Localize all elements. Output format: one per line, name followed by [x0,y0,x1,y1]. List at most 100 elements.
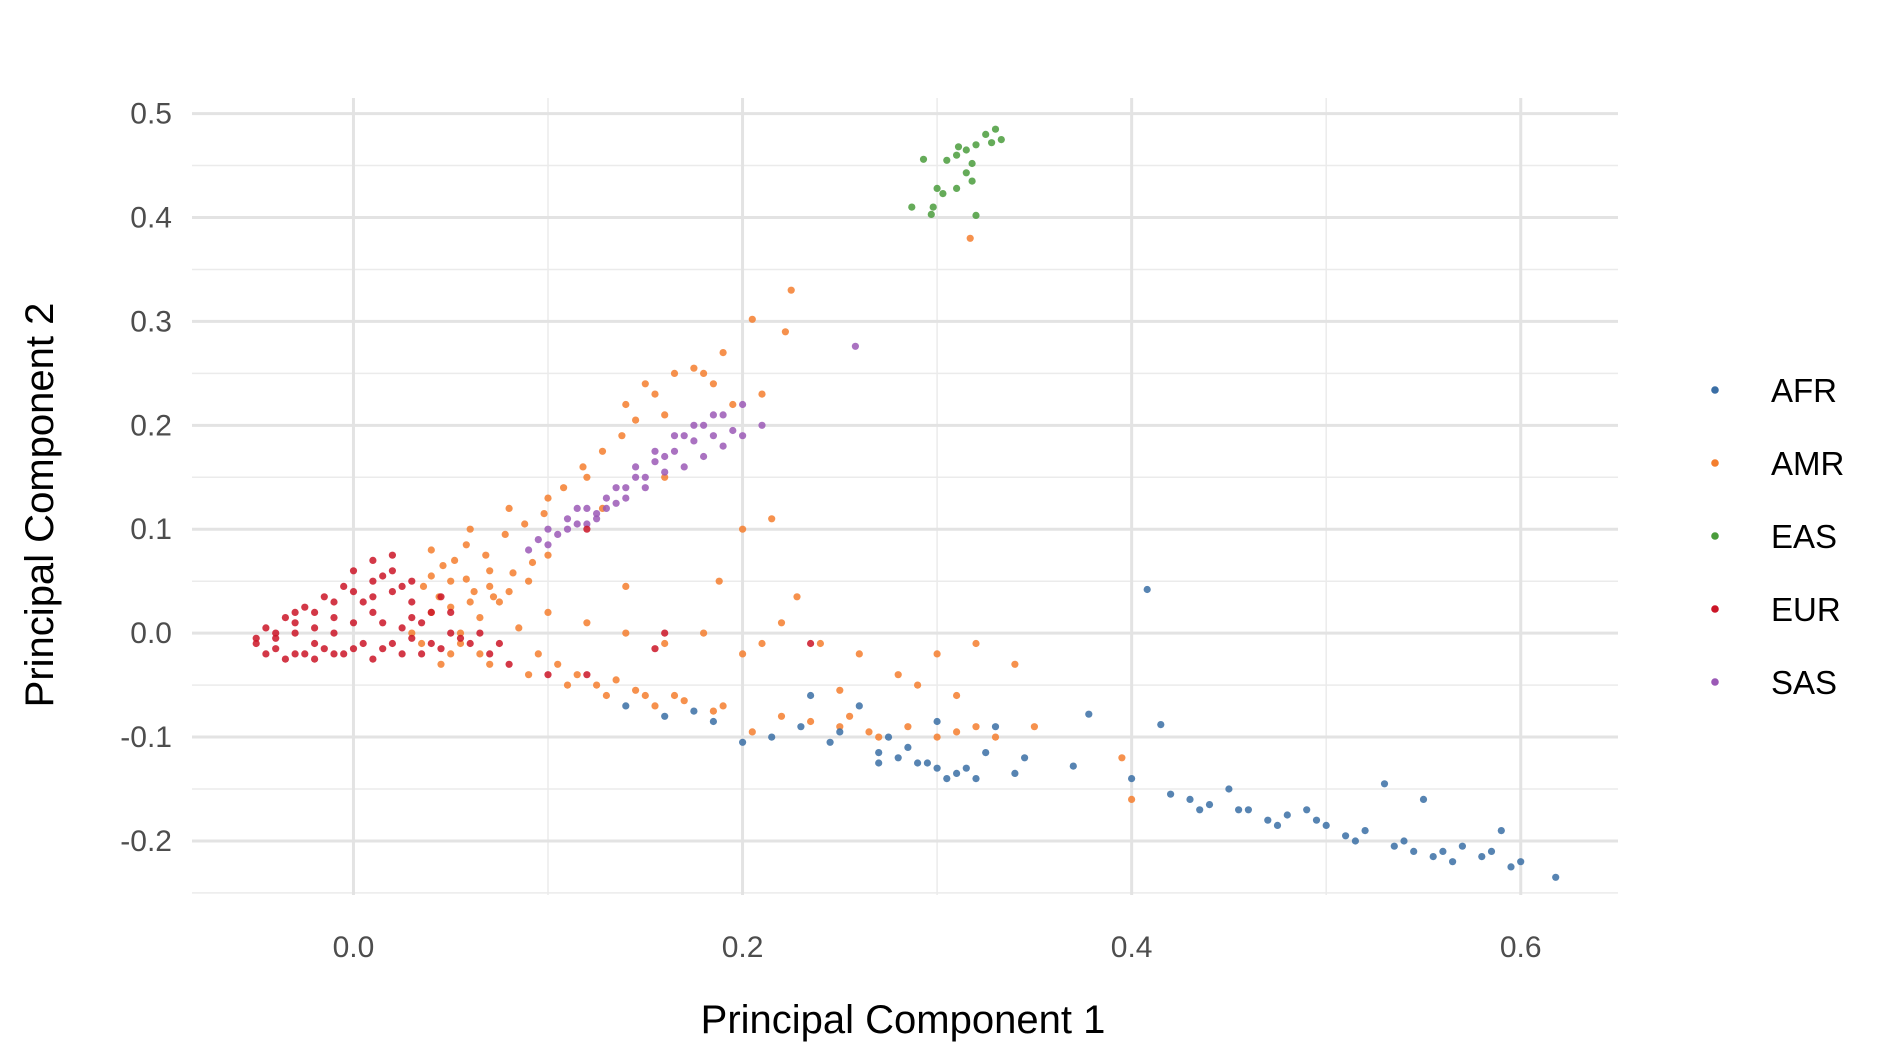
legend-key-afr [1711,386,1719,394]
y-tick-label: -0.1 [120,721,172,754]
data-point-sas [641,484,649,492]
data-point-amr [554,660,562,668]
data-point-amr [836,686,844,694]
data-point-sas [583,520,591,528]
data-point-amr [865,728,873,736]
data-point-eur [311,624,319,632]
data-point-afr [1225,785,1233,793]
data-point-sas [680,432,688,440]
x-tick-label: 0.6 [1500,931,1542,964]
data-point-afr [1069,762,1077,770]
legend-key-sas [1711,678,1719,686]
data-point-amr [966,234,974,242]
data-point-sas [651,458,659,466]
data-point-amr [525,671,533,679]
data-point-amr [758,639,766,648]
data-point-sas [641,473,649,481]
data-point-afr [1410,847,1418,856]
x-axis-title: Principal Component 1 [701,998,1106,1042]
data-point-amr [933,650,941,658]
data-point-afr [1552,873,1560,881]
data-point-eur [418,650,426,658]
data-point-eur [349,619,358,627]
data-point-amr [486,660,494,668]
data-point-afr [1419,795,1428,804]
y-axis-title: Principal Component 2 [18,303,62,708]
data-point-afr [1303,806,1311,814]
data-point-eur [505,660,513,668]
series-amr [408,234,1136,804]
data-point-sas [544,525,552,533]
data-point-eur [427,639,435,648]
data-point-sas [612,499,620,507]
data-point-eas [943,156,951,164]
data-point-sas [651,447,659,455]
x-axis-tick-labels: 0.0 0.2 0.4 0.6 [333,931,1542,964]
data-point-amr [777,619,786,627]
data-point-amr [482,551,490,559]
data-point-afr [1235,806,1243,814]
data-point-eur [466,639,474,648]
data-point-eur [388,551,396,559]
data-point-eas [991,125,1000,133]
data-point-afr [1143,585,1151,594]
y-tick-label: 0.0 [130,617,172,650]
data-point-amr [816,639,825,648]
data-point-amr [661,411,669,419]
data-point-eas [997,136,1005,144]
data-point-amr [972,723,980,731]
data-point-amr [521,520,529,528]
y-tick-label: 0.1 [130,513,172,546]
data-point-sas [602,504,611,512]
data-point-sas [670,432,679,440]
data-point-amr [991,733,1000,741]
data-point-amr [509,569,517,577]
data-point-amr [534,650,542,658]
data-point-sas [563,515,572,523]
data-point-eur [262,624,270,632]
data-point-amr [573,671,581,679]
data-point-sas [690,437,698,445]
data-point-eur [583,525,591,533]
data-point-amr [914,681,922,689]
data-point-amr [787,286,795,294]
data-point-afr [1390,842,1398,850]
data-point-eas [908,203,916,211]
data-point-amr [1030,723,1038,731]
data-point-amr [700,369,708,377]
series-sas [525,342,860,554]
data-point-eur [272,645,280,653]
data-point-afr [661,712,669,720]
data-point-eas [939,190,947,198]
series-eas [908,125,1005,219]
data-point-eur [330,598,338,606]
data-point-sas [593,515,601,523]
legend-key-amr [1711,459,1719,467]
data-point-sas [680,463,688,471]
data-point-amr [563,681,572,689]
data-point-amr [709,380,718,388]
data-point-afr [1322,821,1330,830]
data-point-amr [515,624,523,632]
data-point-afr [1351,837,1359,845]
data-point-amr [560,484,568,492]
data-point-amr [777,712,786,720]
data-point-eur [476,629,484,637]
data-point-amr [501,530,509,539]
data-point-eur [398,650,406,658]
data-point-amr [661,639,669,648]
data-point-sas [573,520,581,528]
data-point-afr [768,733,776,741]
data-point-eas [968,159,976,168]
data-point-amr [544,494,552,502]
data-point-eur [311,639,319,648]
data-point-eur [418,619,426,627]
data-point-amr [437,660,445,668]
data-point-afr [1273,821,1282,830]
data-point-eur [408,577,416,585]
legend-label-eas: EAS [1771,518,1837,555]
data-point-eur [301,603,309,611]
data-point-eur [408,598,416,606]
data-point-eur [311,608,319,617]
legend-key-eur [1711,605,1719,613]
